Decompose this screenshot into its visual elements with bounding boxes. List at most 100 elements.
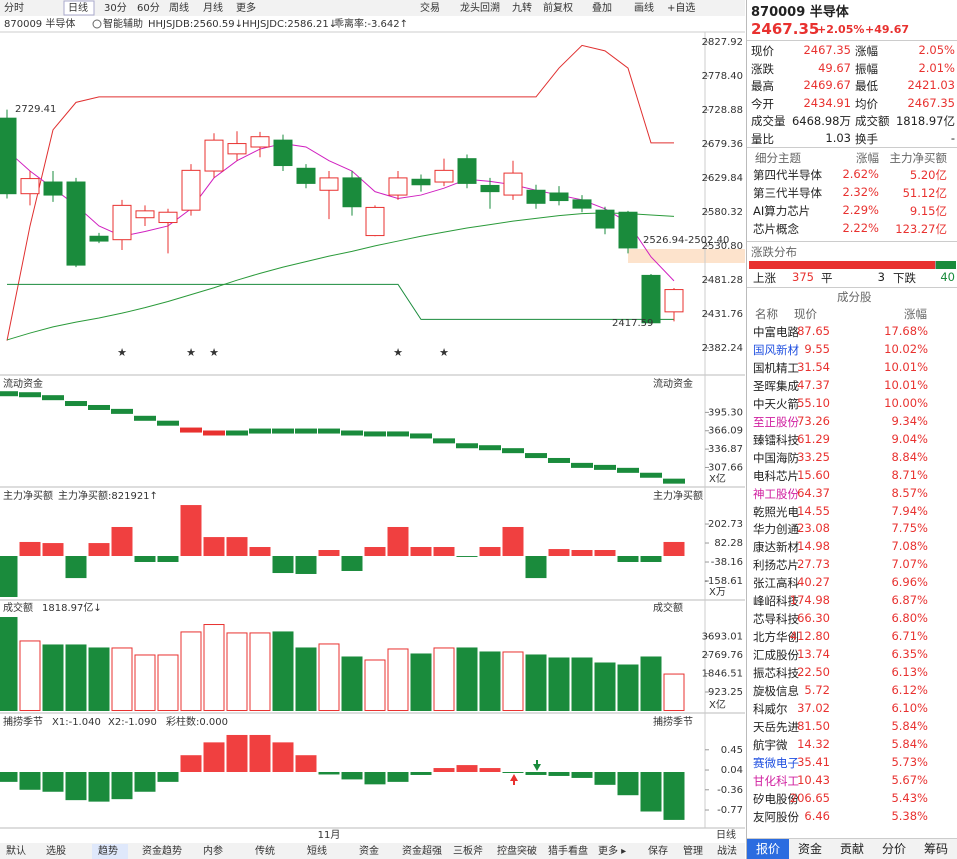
stock-name[interactable]: 航宇微 [753, 737, 788, 752]
panel-tab[interactable]: 筹码 [923, 842, 948, 856]
stock-name[interactable]: 利扬芯片 [753, 558, 799, 573]
quote-value: - [950, 130, 955, 145]
bottom-tab[interactable]: 默认 [6, 844, 26, 857]
stock-name[interactable]: 至正股份 [753, 414, 799, 429]
quote-value: 2434.91 [803, 95, 851, 110]
stock-change: 6.12% [891, 683, 928, 697]
bottom-tab[interactable]: 内参 [203, 844, 223, 857]
bottom-tab[interactable]: 更多 ▸ [598, 844, 626, 857]
toolbar-button[interactable]: 日线 [68, 1, 88, 14]
stock-change: 9.34% [891, 413, 928, 428]
bottom-tab[interactable]: 资金 [359, 844, 379, 857]
stock-name[interactable]: 中天火箭 [753, 396, 799, 411]
stock-name[interactable]: 臻镭科技 [753, 432, 799, 447]
stock-name[interactable]: 矽电股份 [753, 791, 799, 806]
bar [663, 772, 685, 820]
toolbar-button[interactable]: 前复权 [543, 1, 573, 14]
quote-label: 换手 [855, 131, 878, 146]
y-tick-label: 3693.01 [702, 631, 743, 642]
toolbar-button[interactable]: 分时 [4, 2, 24, 14]
toolbar-button[interactable]: 更多 [236, 1, 256, 14]
bottom-tab[interactable]: 保存 [648, 844, 668, 857]
stock-name[interactable]: 康达新材 [753, 540, 799, 555]
stock-name[interactable]: 神工股份 [753, 486, 799, 501]
bottom-tab[interactable]: 传统 [255, 844, 275, 857]
bottom-tab[interactable]: 管理 [683, 844, 703, 857]
quote-value: 2467.35 [907, 95, 955, 110]
bottom-tab[interactable]: 趋势 [98, 844, 118, 857]
bottom-tab[interactable]: 控盘突破 [497, 844, 537, 857]
candle-body [273, 139, 293, 167]
bottom-tab[interactable]: 短线 [307, 844, 327, 857]
toolbar-button[interactable]: 叠加 [592, 2, 612, 14]
quote-label: 涨幅 [855, 44, 878, 58]
toolbar-button[interactable]: 30分 [104, 2, 127, 14]
section-title: 成分股 [837, 290, 872, 304]
toolbar-button[interactable]: 九转 [512, 1, 532, 14]
tab-active [92, 844, 128, 859]
stock-name[interactable]: 中国海防 [753, 450, 799, 465]
stock-name[interactable]: 张江高科 [753, 576, 799, 591]
flow-dash [203, 430, 225, 436]
stock-name[interactable]: 华力创通 [753, 522, 799, 537]
stock-name[interactable]: 芯导科技 [753, 612, 799, 627]
toolbar-button[interactable]: +自选 [667, 1, 695, 14]
stock-name[interactable]: 天岳先进 [753, 719, 799, 734]
toolbar-button[interactable]: 60分 [137, 2, 160, 14]
stock-name[interactable]: 峰岹科技 [753, 594, 799, 609]
bar [249, 547, 271, 556]
candle-body [43, 181, 63, 196]
bottom-tab[interactable]: 资金超强 [402, 844, 442, 857]
candle-body [89, 235, 109, 242]
stock-name[interactable]: 中富电路 [753, 325, 799, 339]
stock-name[interactable]: 振芯科技 [753, 666, 799, 681]
stock-name[interactable]: 甘化科工 [753, 773, 799, 788]
assist[interactable]: 智能辅助 [103, 17, 143, 30]
panel-tab[interactable]: 贡献 [839, 842, 864, 856]
flow-dash [456, 443, 478, 449]
stock-name[interactable]: 国机精工 [753, 360, 799, 375]
toolbar-button[interactable]: 龙头回溯 [460, 1, 500, 14]
candle-body [572, 199, 592, 209]
stock-name[interactable]: 电科芯片 [753, 468, 799, 483]
stock-name[interactable]: 旋极信息 [753, 684, 799, 698]
panel-tab[interactable]: 资金 [797, 842, 822, 856]
dist-bar [934, 261, 937, 269]
panel-title: 成交额 [653, 601, 683, 614]
y-tick-label: 2580.32 [702, 207, 743, 218]
bottom-tab[interactable]: 资金趋势 [142, 844, 182, 857]
stock-change: 5.73% [891, 754, 928, 769]
candle-body [641, 274, 661, 324]
y-tick-label: -158.61 [704, 576, 743, 587]
star: ★ [186, 346, 196, 359]
y-tick-label: 0.45 [721, 745, 743, 756]
stock-name[interactable]: 圣晖集成 [753, 378, 799, 393]
stock-name[interactable]: 北方华创 [753, 630, 799, 645]
stock-name[interactable]: 科威尔 [753, 701, 788, 716]
panel-tab[interactable]: 报价 [747, 839, 789, 859]
stock-name[interactable]: 友阿股份 [753, 809, 799, 824]
bar [42, 772, 64, 792]
buy-arrow [510, 774, 518, 785]
stock-change: 7.94% [891, 503, 928, 518]
panel-tab[interactable]: 分价 [881, 842, 906, 856]
bar [134, 556, 156, 562]
toolbar-button[interactable]: 画线 [634, 1, 654, 14]
stock-price: 13.74 [797, 647, 830, 662]
volume-bar [479, 651, 501, 711]
bottom-tab[interactable]: 猎手看盘 [548, 844, 588, 857]
volume-bar [525, 654, 547, 711]
bottom-tab[interactable]: 三板斧 [453, 844, 483, 857]
stock-price: 35.41 [797, 754, 830, 769]
toolbar-button[interactable]: 月线 [203, 1, 223, 14]
bottom-tab[interactable]: 战法 [717, 844, 737, 857]
stock-name[interactable]: 汇成股份 [753, 648, 799, 663]
theme-change: 2.22% [842, 221, 879, 235]
stock-name[interactable]: 赛微电子 [753, 755, 799, 770]
candle-body [0, 117, 17, 195]
toolbar-button[interactable]: 交易 [420, 1, 440, 14]
bottom-tab[interactable]: 选股 [46, 844, 66, 857]
stock-name[interactable]: 乾照光电 [753, 504, 799, 519]
toolbar-button[interactable]: 周线 [169, 1, 189, 14]
stock-name[interactable]: 国风新材 [753, 342, 799, 357]
